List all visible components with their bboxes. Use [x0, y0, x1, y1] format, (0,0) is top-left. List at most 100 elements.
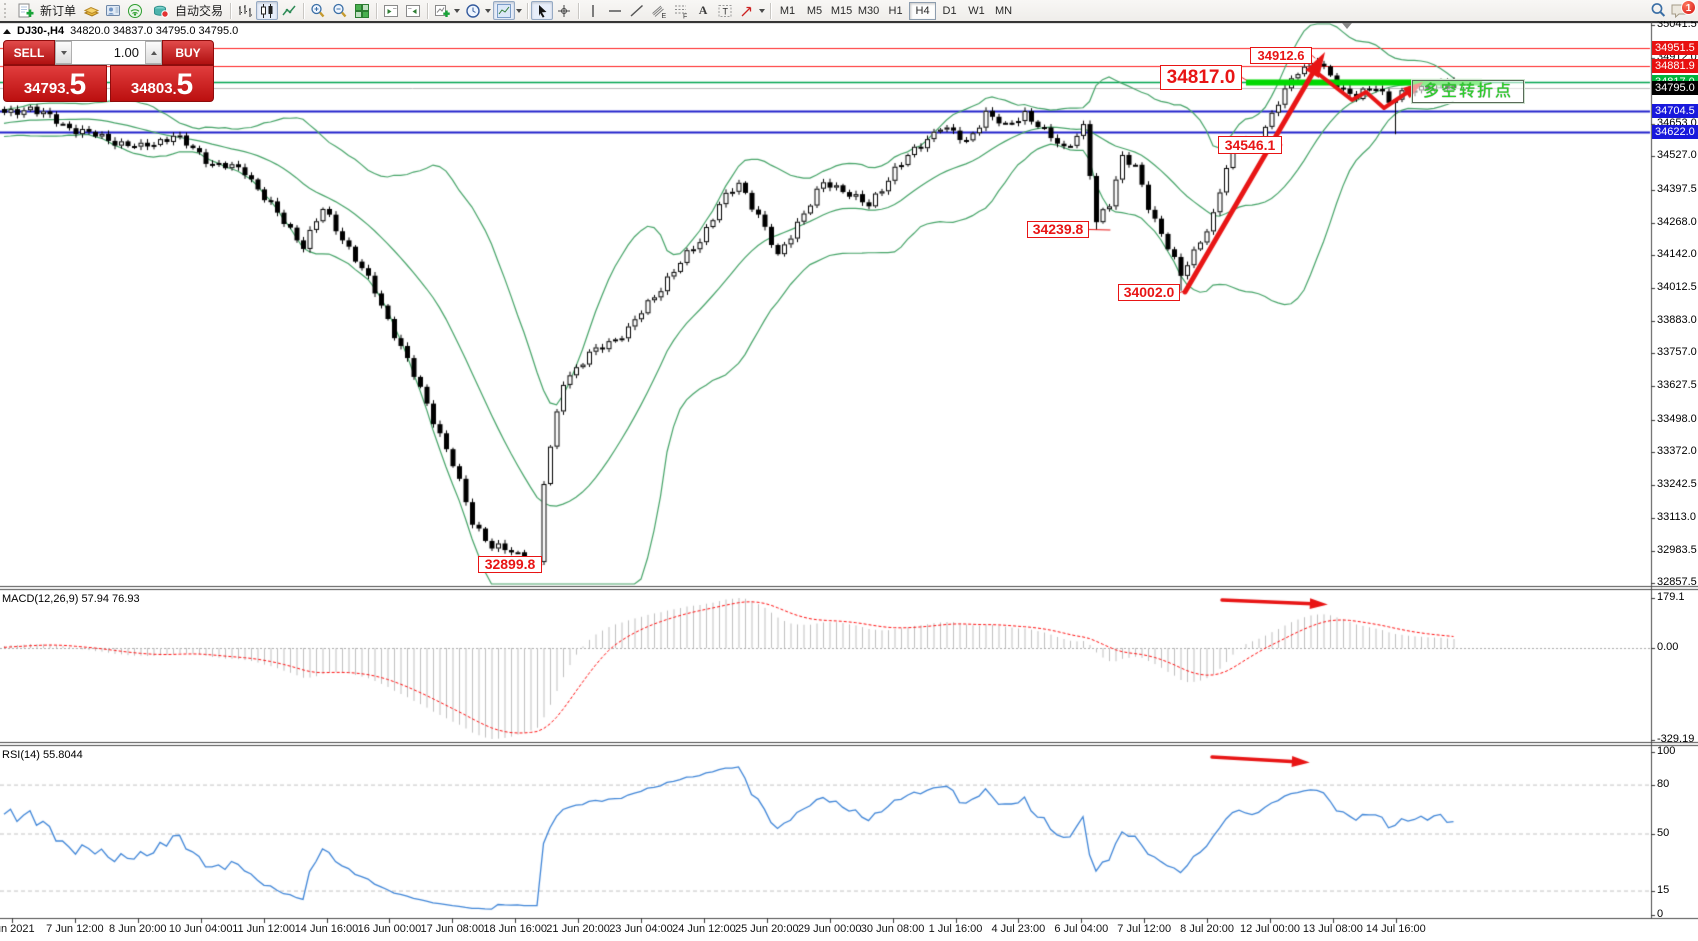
trendline-tool-icon[interactable]: [626, 1, 648, 20]
svg-text:F: F: [683, 13, 687, 19]
price-label-32899.8[interactable]: 32899.8: [478, 556, 542, 573]
notifications-button[interactable]: 1: [1670, 0, 1696, 21]
time-tick-0: Jun 2021: [0, 923, 35, 935]
chart-profile-icon[interactable]: [493, 1, 516, 20]
notification-badge: 1: [1681, 0, 1696, 15]
price-label-34546.1[interactable]: 34546.1: [1218, 136, 1282, 154]
time-tick-10: 23 Jun 04:00: [609, 923, 673, 935]
step-forward-icon[interactable]: [380, 1, 402, 20]
price-tick-33242.5: 33242.5: [1657, 477, 1697, 490]
time-tick-4: 11 Jun 12:00: [232, 923, 295, 935]
symbol-marker-icon: [3, 28, 11, 34]
price-tag-34881.9: 34881.9: [1652, 58, 1698, 73]
fibonacci-tool-icon[interactable]: F: [670, 1, 692, 20]
price-tick-34527.0: 34527.0: [1657, 149, 1697, 162]
time-tick-15: 1 Jul 16:00: [928, 923, 983, 935]
text-tool-icon[interactable]: A: [692, 1, 714, 20]
triangle-down-icon: [60, 50, 67, 55]
price-tick-80: 80: [1657, 777, 1670, 790]
price-label-34239.8[interactable]: 34239.8: [1027, 221, 1089, 238]
symbol-title: DJ30-,H4: [17, 25, 65, 37]
timeframe-M5[interactable]: M5: [806, 4, 823, 17]
new-order-label: 新订单: [40, 4, 77, 18]
svg-text:E: E: [662, 13, 667, 19]
search-icon[interactable]: [1648, 1, 1670, 20]
time-tick-2: 8 Jun 20:00: [109, 923, 167, 935]
signals-icon[interactable]: [124, 1, 146, 20]
price-tick-33627.5: 33627.5: [1657, 379, 1697, 392]
history-center-icon[interactable]: [80, 1, 102, 20]
sell-price-pips: 5: [69, 68, 87, 101]
buy-price-display[interactable]: 34803. 5: [110, 65, 214, 102]
price-tick-32857.5: 32857.5: [1657, 576, 1697, 589]
price-tick-50: 50: [1657, 826, 1670, 839]
arrows-tool-icon[interactable]: [736, 1, 758, 20]
arrows-caret-icon[interactable]: [759, 8, 766, 13]
crosshair-tool-icon[interactable]: [553, 1, 575, 20]
timeframe-D1[interactable]: D1: [942, 4, 957, 17]
new-chart-icon[interactable]: [431, 1, 453, 20]
triangle-up-icon: [150, 50, 157, 55]
time-tick-7: 17 Jun 08:00: [420, 923, 485, 935]
volume-decrease-button[interactable]: [55, 41, 72, 64]
timeframe-H1[interactable]: H1: [888, 4, 903, 17]
toolbar-separator: [427, 2, 429, 19]
turning-point-annotation[interactable]: 多空转折点: [1411, 79, 1525, 104]
zoom-in-icon[interactable]: [307, 1, 329, 20]
time-tick-3: 10 Jun 04:00: [168, 923, 233, 935]
time-tick-19: 8 Jul 20:00: [1180, 923, 1235, 935]
tile-windows-icon[interactable]: [351, 1, 373, 20]
new-chart-caret-icon[interactable]: [454, 8, 461, 13]
sell-button[interactable]: SELL: [3, 40, 55, 65]
timeframe-W1[interactable]: W1: [968, 4, 985, 17]
auto-trading-button[interactable]: 自动交易: [146, 1, 227, 20]
price-tick-34268.0: 34268.0: [1657, 215, 1697, 228]
svg-text:T: T: [723, 6, 729, 16]
new-order-button[interactable]: 新订单: [11, 1, 80, 20]
timeframe-MN[interactable]: MN: [994, 4, 1013, 17]
toolbar-right-group: 1: [1648, 0, 1698, 21]
chart-shift-icon[interactable]: [402, 1, 424, 20]
time-tick-21: 13 Jul 08:00: [1302, 923, 1363, 935]
main-toolbar: 新订单 自动交易 E F A T M1 M5 M15 M30 H1 H4 D1 W1 MN 1: [0, 0, 1698, 21]
timeframe-M15[interactable]: M15: [830, 4, 853, 17]
rsi-panel-title: RSI(14) 55.8044: [2, 749, 83, 761]
new-order-icon: [15, 1, 37, 20]
price-tick-34012.5: 34012.5: [1657, 281, 1697, 293]
timeframe-M30[interactable]: M30: [857, 4, 880, 17]
time-tick-20: 12 Jul 00:00: [1240, 923, 1300, 935]
bar-chart-type-icon[interactable]: [234, 1, 256, 20]
vertical-line-tool-icon[interactable]: [582, 1, 604, 20]
price-tick-34397.5: 34397.5: [1657, 182, 1697, 195]
price-tick-33372.0: 33372.0: [1657, 444, 1697, 457]
time-tick-11: 24 Jun 12:00: [672, 923, 736, 935]
equidistant-channel-tool-icon[interactable]: E: [648, 1, 670, 20]
time-tick-8: 18 Jun 16:00: [483, 923, 547, 935]
text-label-tool-icon[interactable]: T: [714, 1, 736, 20]
market-watch-icon[interactable]: [102, 1, 124, 20]
timeframe-M1[interactable]: M1: [779, 4, 796, 17]
volume-stepper: 1.00: [55, 40, 162, 65]
price-label-34817.0[interactable]: 34817.0: [1160, 65, 1242, 90]
price-tick--329.19: -329.19: [1657, 733, 1695, 746]
candlestick-chart-type-icon[interactable]: [256, 1, 279, 20]
price-label-34912.6[interactable]: 34912.6: [1250, 47, 1312, 64]
buy-button[interactable]: BUY: [162, 40, 214, 65]
zoom-out-icon[interactable]: [329, 1, 351, 20]
cursor-tool-icon[interactable]: [531, 1, 554, 20]
horizontal-line-tool-icon[interactable]: [604, 1, 626, 20]
sell-price-display[interactable]: 34793. 5: [3, 65, 107, 102]
indicators-caret-icon[interactable]: [516, 8, 523, 13]
toolbar-grip[interactable]: [4, 3, 9, 18]
price-tag-34795.0: 34795.0: [1652, 81, 1698, 95]
line-chart-type-icon[interactable]: [278, 1, 300, 20]
timeframe-H4[interactable]: H4: [909, 1, 937, 20]
toolbar-separator: [303, 2, 305, 19]
chart-shift-marker-icon[interactable]: [1342, 23, 1352, 29]
price-label-34002.0[interactable]: 34002.0: [1118, 284, 1180, 301]
volume-input[interactable]: 1.00: [113, 45, 139, 60]
period-clock-icon[interactable]: [462, 1, 484, 20]
period-caret-icon[interactable]: [485, 8, 492, 13]
volume-increase-button[interactable]: [145, 41, 162, 64]
